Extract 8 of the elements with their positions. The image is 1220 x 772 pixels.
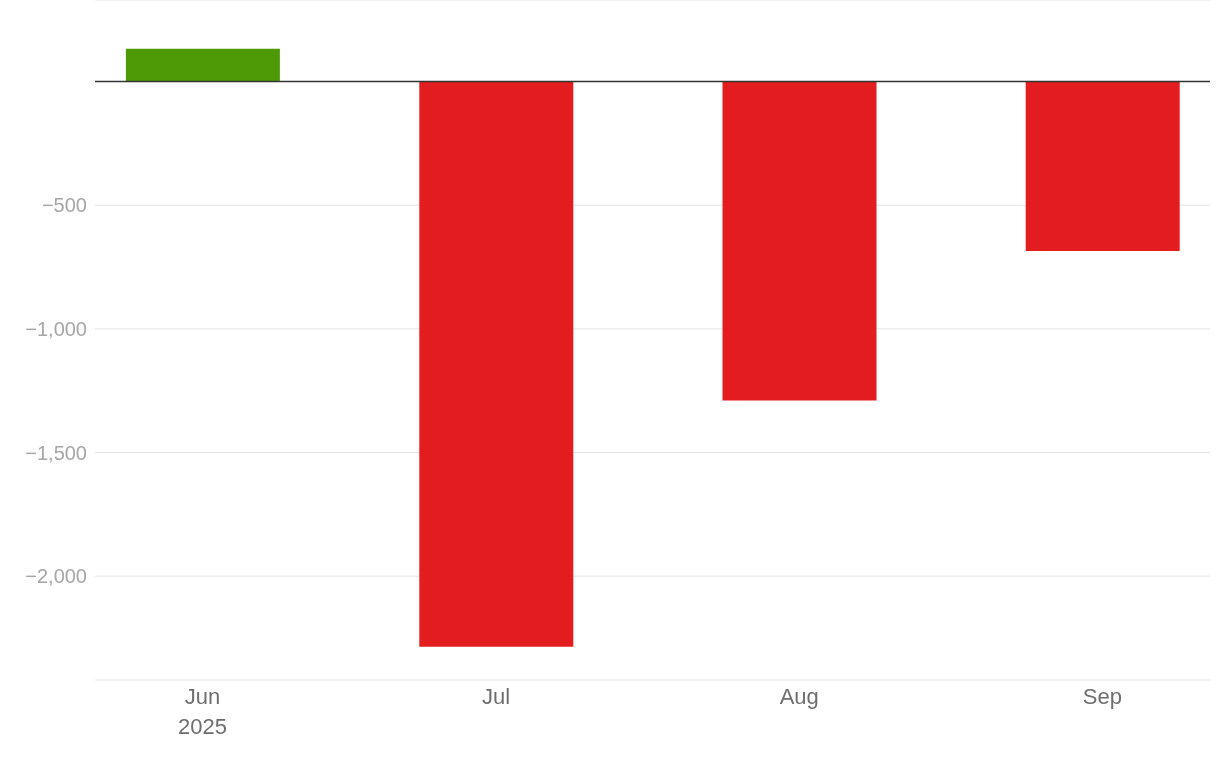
y-tick-label: −1,500 bbox=[25, 441, 87, 464]
x-tick-label: Sep bbox=[1082, 684, 1122, 709]
x-tick-label: Jun 2025 bbox=[178, 684, 228, 739]
y-tick-label: −2,000 bbox=[25, 565, 87, 588]
y-tick-label: −1,000 bbox=[25, 317, 87, 340]
x-tick-label: Jul bbox=[481, 684, 511, 709]
y-tick-label: −500 bbox=[41, 194, 87, 217]
x-tick-label: Aug bbox=[779, 684, 819, 709]
